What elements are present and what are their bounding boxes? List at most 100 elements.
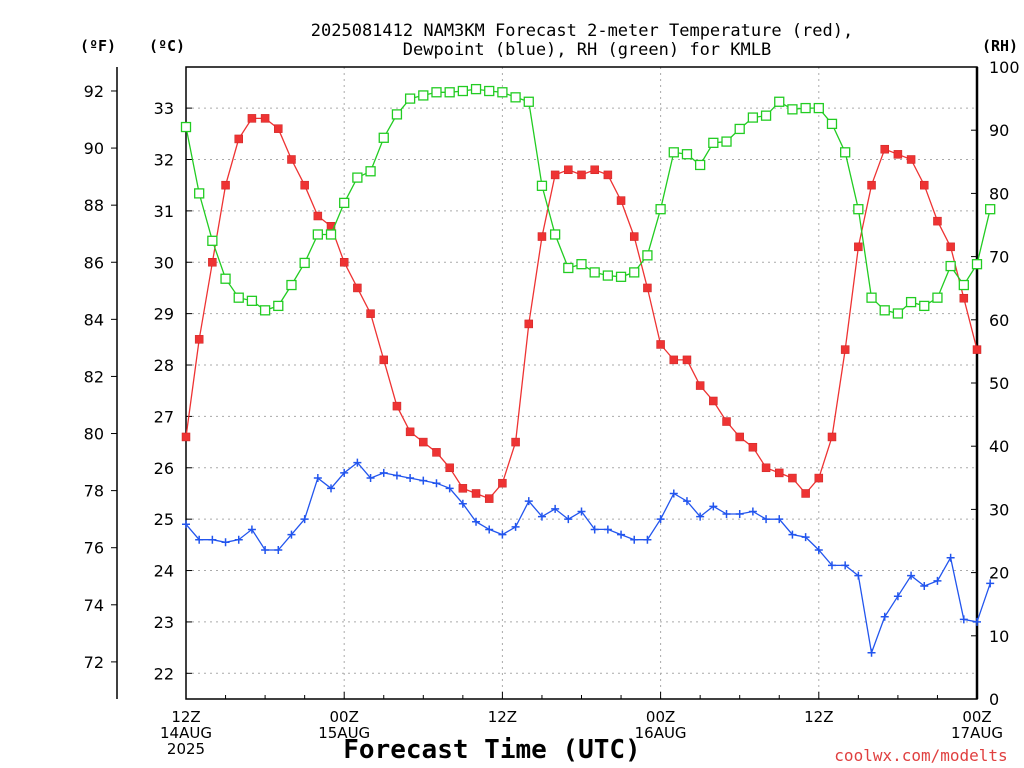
rh-point bbox=[879, 305, 890, 316]
fahrenheit-tick-label: 86 bbox=[84, 253, 104, 272]
rh-point bbox=[470, 83, 482, 95]
rh-point bbox=[273, 300, 284, 312]
rh-point bbox=[866, 292, 877, 303]
dewpoint-point bbox=[445, 484, 454, 493]
fahrenheit-tick-label: 84 bbox=[84, 310, 104, 329]
series-dewpoint bbox=[182, 458, 995, 657]
celsius-tick-label: 27 bbox=[154, 407, 174, 426]
celsius-tick-label: 30 bbox=[154, 253, 174, 272]
rh-tick-label: 80 bbox=[989, 184, 1009, 203]
dewpoint-point bbox=[762, 515, 771, 524]
celsius-tick-label: 26 bbox=[154, 459, 174, 478]
temperature-point bbox=[379, 355, 388, 365]
dewpoint-point bbox=[893, 592, 902, 601]
rh-point bbox=[695, 159, 706, 171]
fahrenheit-tick-label: 82 bbox=[84, 367, 104, 386]
temperature-point bbox=[735, 432, 744, 442]
rh-point bbox=[721, 136, 732, 147]
dewpoint-point bbox=[458, 499, 467, 508]
rh-point bbox=[510, 92, 521, 103]
fahrenheit-tick-label: 74 bbox=[84, 596, 104, 615]
celsius-tick-label: 29 bbox=[154, 305, 174, 324]
rh-point bbox=[497, 87, 508, 98]
temperature-point bbox=[181, 432, 191, 442]
dewpoint-point bbox=[682, 497, 691, 506]
dewpoint-point bbox=[630, 535, 639, 544]
temperature-point bbox=[616, 196, 626, 205]
dewpoint-point bbox=[577, 507, 586, 516]
dewpoint-point bbox=[920, 581, 929, 590]
grid-lines bbox=[186, 67, 977, 699]
rh-point bbox=[431, 87, 442, 98]
rh-point bbox=[378, 132, 389, 143]
rh-tick-label: 70 bbox=[989, 248, 1009, 267]
dewpoint-point bbox=[432, 479, 441, 488]
dewpoint-point bbox=[841, 561, 850, 570]
temperature-point bbox=[287, 155, 296, 164]
dewpoint-point bbox=[788, 530, 797, 539]
x-tick-label: 14AUG bbox=[160, 724, 212, 742]
rh-tick-label: 0 bbox=[989, 690, 999, 709]
x-tick-label: 00Z bbox=[330, 708, 359, 726]
rh-point bbox=[457, 85, 469, 97]
temperature-point bbox=[208, 258, 217, 267]
credit-link[interactable]: coolwx.com/modelts bbox=[834, 746, 1007, 765]
rh-tick-label: 100 bbox=[989, 58, 1020, 77]
dewpoint-point bbox=[472, 517, 481, 526]
dewpoint-point bbox=[986, 579, 995, 588]
rh-point bbox=[563, 262, 574, 274]
rh-point bbox=[787, 104, 798, 115]
rh-point bbox=[391, 109, 403, 120]
dewpoint-line bbox=[185, 461, 991, 656]
temperature-point bbox=[880, 144, 889, 154]
celsius-tick-label: 28 bbox=[154, 356, 174, 375]
dewpoint-point bbox=[946, 553, 955, 562]
rh-tick-label: 60 bbox=[989, 311, 1009, 330]
x-axis-label: Forecast Time (UTC) bbox=[343, 735, 640, 765]
temperature-point bbox=[722, 417, 731, 426]
dewpoint-point bbox=[274, 545, 283, 554]
rh-point bbox=[207, 235, 218, 246]
dewpoint-point bbox=[524, 497, 533, 506]
x-tick-label: 15AUG bbox=[318, 724, 370, 742]
temperature-point bbox=[524, 319, 534, 329]
temperature-point bbox=[629, 232, 639, 241]
rh-point bbox=[299, 257, 310, 269]
dewpoint-point bbox=[814, 545, 823, 554]
dewpoint-point bbox=[709, 502, 718, 511]
fahrenheit-tick-label: 76 bbox=[84, 539, 104, 558]
temperature-point bbox=[840, 345, 850, 354]
dewpoint-point bbox=[801, 533, 810, 542]
temperature-point bbox=[432, 448, 441, 457]
rh-point bbox=[971, 259, 983, 270]
dewpoint-point bbox=[327, 484, 336, 493]
rh-point bbox=[826, 118, 838, 130]
dewpoint-point bbox=[287, 530, 296, 539]
rh-point bbox=[194, 188, 205, 199]
dewpoint-point bbox=[643, 535, 652, 544]
temperature-point bbox=[484, 494, 494, 503]
dewpoint-point bbox=[261, 545, 270, 554]
rh-tick-label: 10 bbox=[989, 627, 1009, 646]
rh-point bbox=[536, 180, 548, 191]
rh-point bbox=[853, 204, 864, 215]
rh-point bbox=[589, 267, 600, 278]
temperature-point bbox=[643, 283, 652, 293]
chart-title-line1: 2025081412 NAM3KM Forecast 2-meter Tempe… bbox=[311, 21, 853, 41]
temperature-point bbox=[194, 335, 204, 344]
rh-point bbox=[444, 87, 455, 98]
rh-point bbox=[339, 197, 350, 209]
temperature-point bbox=[274, 124, 283, 133]
series-lines bbox=[180, 83, 996, 657]
rh-line bbox=[185, 88, 991, 315]
dewpoint-point bbox=[551, 504, 560, 513]
rh-point bbox=[932, 292, 943, 303]
rh-point bbox=[747, 112, 759, 123]
rh-point bbox=[404, 93, 416, 104]
temperature-point bbox=[313, 211, 323, 221]
temperature-point bbox=[893, 150, 903, 159]
dewpoint-point bbox=[221, 538, 230, 547]
rh-point bbox=[629, 267, 640, 278]
dewpoint-point bbox=[603, 525, 612, 534]
